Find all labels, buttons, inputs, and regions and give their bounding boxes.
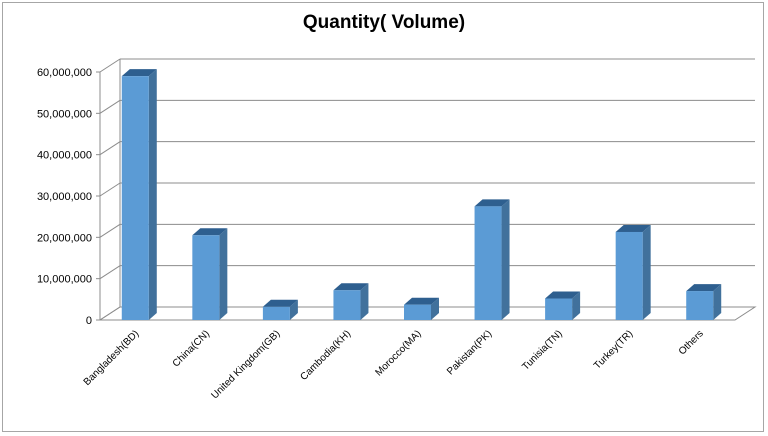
bar-top: [262, 299, 298, 307]
bar-front: [404, 304, 431, 320]
bar-top: [404, 297, 439, 305]
bar-top: [615, 224, 651, 232]
chart-title: Quantity( Volume): [302, 12, 466, 33]
y-tick-label: 20,000,000: [37, 232, 92, 244]
bar: [333, 283, 369, 320]
bar: [262, 299, 298, 320]
bar-front: [686, 291, 714, 320]
x-tick-label: Turkey(TR): [592, 328, 635, 371]
y-tick-label: 10,000,000: [37, 274, 92, 286]
bar-side: [572, 291, 581, 320]
x-tick-label: Others: [677, 328, 706, 357]
bar-front: [545, 298, 573, 320]
bar-front: [192, 235, 220, 320]
x-tick-label: Morocco(MA): [373, 328, 423, 378]
bar-top: [121, 69, 157, 77]
bar: [474, 199, 510, 320]
y-depth-line: [99, 265, 121, 280]
y-depth-line: [99, 182, 121, 197]
bar: [404, 297, 439, 320]
bar-side: [360, 283, 369, 320]
x-tick-label: China(CN): [171, 328, 212, 369]
y-tick-label: 60,000,000: [37, 67, 92, 79]
bar-top: [545, 291, 581, 299]
bar-top: [474, 199, 510, 207]
bar: [192, 228, 228, 320]
x-tick-label: Tunisia(TN): [520, 328, 564, 372]
x-tick-label: Cambodia(KH): [299, 328, 354, 383]
x-tick-label: United Kingdom(GB): [209, 328, 282, 401]
bar-front: [474, 206, 502, 320]
bar-side: [431, 297, 439, 320]
y-tick-label: 50,000,000: [37, 108, 92, 120]
bar: [615, 224, 651, 320]
bar-side: [642, 224, 651, 320]
bar-side: [289, 299, 298, 320]
bar-top: [333, 283, 369, 291]
y-depth-line: [99, 306, 121, 321]
y-depth-line: [99, 223, 121, 238]
bar-front: [333, 290, 361, 320]
y-tick-label: 0: [86, 315, 92, 327]
bar-top: [686, 284, 722, 292]
y-tick-label: 40,000,000: [37, 150, 92, 162]
bar-front: [121, 76, 149, 320]
bar-front: [262, 306, 290, 320]
bar-side: [148, 69, 157, 320]
x-tick-label: Pakistan(PK): [445, 328, 494, 377]
y-depth-line: [99, 141, 121, 156]
y-depth-line: [99, 58, 121, 73]
x-tick-label: Bangladesh(BD): [82, 328, 142, 388]
y-depth-line: [99, 99, 121, 114]
bar-side: [713, 284, 722, 320]
bar-side: [219, 228, 228, 320]
bar-side: [501, 199, 510, 320]
bar: [121, 69, 157, 320]
bar-top: [192, 228, 228, 236]
y-tick-label: 30,000,000: [37, 191, 92, 203]
bar: [545, 291, 581, 320]
bar-front: [615, 231, 643, 320]
bar: [686, 284, 722, 320]
